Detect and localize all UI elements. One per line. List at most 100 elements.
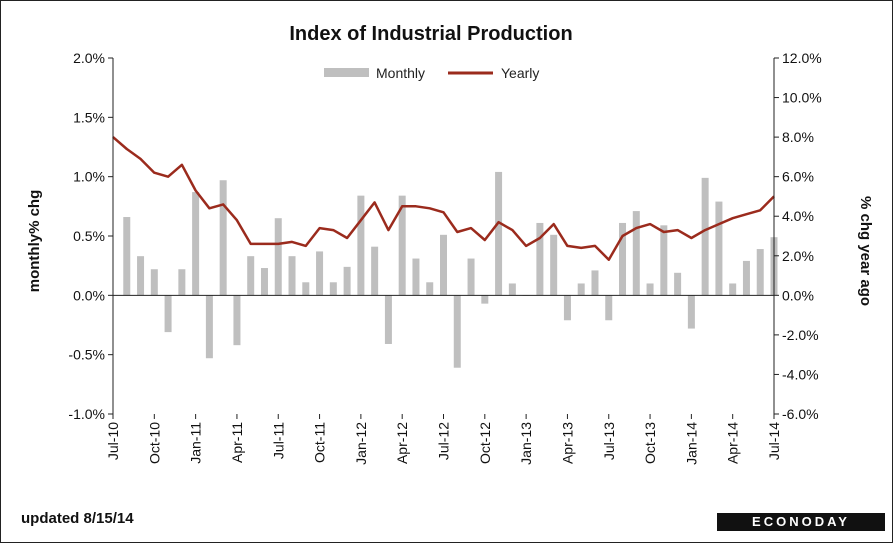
monthly-bar [233,295,241,346]
yearly-point [635,227,637,229]
x-tick-label: Apr-11 [229,422,245,463]
left-tick-label: 0.5% [73,228,105,244]
yearly-point [332,229,334,231]
yearly-point [511,229,513,231]
yearly-point [621,235,624,237]
yearly-point [759,209,761,211]
x-tick-label: Oct-11 [312,422,328,463]
x-tick-label: Jul-11 [270,422,286,459]
yearly-point [677,229,679,231]
monthly-bar [632,211,640,296]
monthly-bar [260,268,268,296]
x-tick-label: Jul-13 [601,422,617,460]
yearly-point [415,205,417,207]
yearly-point [594,245,596,247]
monthly-bar [316,251,324,296]
monthly-bar [164,295,172,333]
yearly-point [580,247,582,249]
yearly-point [277,243,279,245]
monthly-bar [619,222,627,296]
monthly-bar [178,269,186,296]
yearly-point [360,219,362,221]
monthly-bar [357,195,365,296]
left-tick-label: 1.5% [73,109,105,125]
monthly-bar [453,295,461,368]
monthly-bar [646,283,654,296]
monthly-bar [274,218,282,296]
x-tick-label: Oct-10 [146,422,162,464]
yearly-point [374,201,376,203]
left-tick-label: -0.5% [68,347,105,363]
monthly-bar [687,295,695,329]
yearly-point [442,211,445,213]
legend-label-yearly: Yearly [501,65,539,81]
yearly-point [181,164,183,166]
monthly-bar [701,177,709,296]
monthly-bar [605,295,613,321]
yearly-point [456,231,458,233]
yearly-point [153,172,155,174]
monthly-bar [302,282,310,296]
left-tick-label: -1.0% [68,406,105,422]
yearly-point [690,237,692,239]
x-tick-label: Oct-12 [477,422,493,464]
monthly-bar [742,260,750,296]
right-tick-label: 12.0% [782,50,822,66]
left-tick-label: 1.0% [73,169,105,185]
monthly-bar [756,249,764,296]
right-tick-label: 2.0% [782,248,814,264]
monthly-bar [729,283,737,296]
monthly-bar [137,256,145,296]
yearly-point [470,227,472,229]
x-tick-label: Jan-14 [683,422,699,465]
monthly-bar [150,269,158,296]
monthly-bar [123,217,131,296]
monthly-bar [495,171,503,296]
yearly-point [539,237,541,239]
monthly-bar [577,283,585,296]
monthly-bar [536,222,544,296]
monthly-bar [329,282,337,296]
yearly-point [497,221,500,223]
yearly-point [525,245,527,247]
yearly-point [608,259,610,261]
yearly-point [429,207,431,209]
yearly-point [387,229,390,231]
left-axis-title: monthly% chg [26,190,43,293]
yearly-point [291,241,293,243]
x-tick-label: Apr-14 [725,422,741,464]
yearly-point [704,229,706,231]
yearly-point [236,219,238,221]
chart-title: Index of Industrial Production [289,23,572,45]
x-tick-label: Apr-13 [559,422,575,464]
yearly-point [250,243,252,245]
monthly-bar [563,295,571,321]
yearly-point [208,207,210,209]
x-tick-label: Jul-10 [105,422,121,460]
yearly-point [401,205,403,207]
x-tick-label: Jul-14 [766,422,782,460]
monthly-bar [247,256,255,296]
x-tick-label: Oct-13 [642,422,658,464]
legend-label-monthly: Monthly [376,65,425,81]
left-tick-label: 0.0% [73,287,105,303]
monthly-bar [219,180,227,296]
yearly-point [346,237,348,239]
monthly-bar [591,270,599,296]
right-tick-label: -6.0% [782,406,819,422]
right-axis-title: % chg year ago [857,196,874,306]
monthly-bar [440,234,447,296]
monthly-bar [192,192,200,296]
monthly-bar [343,266,351,296]
monthly-bar [550,234,558,296]
monthly-bar [371,246,379,296]
yearly-point [167,176,169,178]
yearly-point [566,245,569,247]
yearly-point [195,189,197,192]
monthly-bar [412,258,420,296]
updated-note: updated 8/15/14 [21,510,134,527]
right-tick-label: 0.0% [782,287,814,303]
monthly-bar [398,195,406,296]
